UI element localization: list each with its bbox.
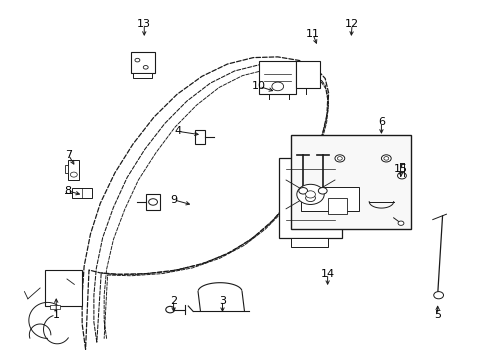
Text: 13: 13 [137,19,151,30]
Text: 11: 11 [305,29,319,39]
Circle shape [383,157,388,160]
Bar [327,198,346,214]
Text: 9: 9 [170,195,177,205]
Bar [50,305,60,309]
Circle shape [298,188,307,194]
Text: 5: 5 [433,310,440,320]
Circle shape [70,172,77,177]
Circle shape [165,306,174,313]
Text: 7: 7 [65,150,72,160]
Text: 14: 14 [320,269,334,279]
Bar [145,194,160,210]
Bar [131,52,154,73]
Bar [68,160,79,180]
Bar [300,187,359,211]
Circle shape [143,66,148,69]
Circle shape [433,292,443,299]
Circle shape [271,82,283,91]
Circle shape [305,191,315,198]
Circle shape [381,155,390,162]
Text: 8: 8 [64,186,71,196]
Text: 3: 3 [219,296,225,306]
Circle shape [397,172,406,179]
Text: 4: 4 [175,126,182,136]
Bar [133,73,152,78]
Text: 12: 12 [345,19,358,30]
Circle shape [296,184,324,204]
Bar [45,270,81,306]
Bar [64,165,68,173]
Bar [295,61,320,88]
Text: 1: 1 [53,310,60,320]
Bar [278,158,342,238]
Circle shape [318,188,326,194]
Bar [72,188,92,198]
Circle shape [148,199,157,205]
Text: 6: 6 [377,117,384,127]
Bar [290,135,410,229]
Bar [259,61,295,94]
Circle shape [397,221,403,225]
Circle shape [135,58,140,62]
Text: 10: 10 [252,81,265,91]
Text: 2: 2 [170,296,177,306]
Circle shape [337,157,342,160]
Circle shape [334,155,344,162]
Bar [290,238,327,247]
Bar [194,130,205,144]
Text: 15: 15 [393,164,407,174]
Circle shape [305,194,315,202]
